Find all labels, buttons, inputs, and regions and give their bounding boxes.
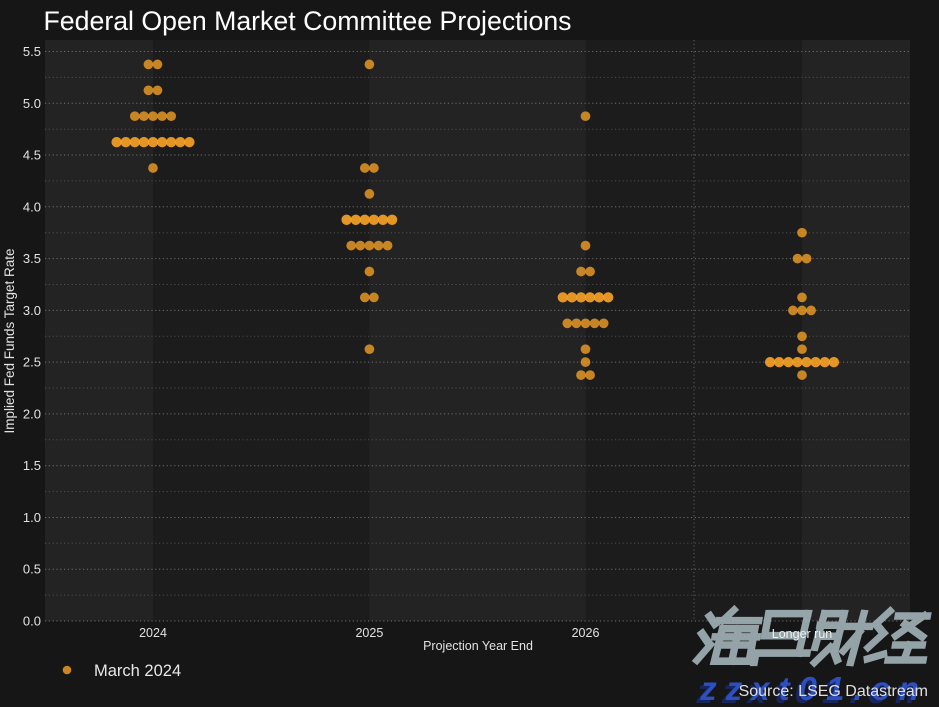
svg-text:March 2024: March 2024	[94, 662, 181, 680]
svg-text:Longer run: Longer run	[772, 627, 833, 641]
svg-text:2025: 2025	[355, 626, 383, 640]
svg-text:3.0: 3.0	[23, 303, 41, 318]
svg-text:4.0: 4.0	[23, 199, 41, 214]
svg-text:1.0: 1.0	[23, 510, 41, 525]
svg-text:Projection Year End: Projection Year End	[423, 639, 533, 653]
svg-text:4.5: 4.5	[23, 148, 41, 163]
svg-text:5.0: 5.0	[23, 96, 41, 111]
svg-text:2024: 2024	[139, 626, 167, 640]
svg-text:5.5: 5.5	[23, 44, 41, 59]
svg-text:2.5: 2.5	[23, 355, 41, 370]
svg-text:2.0: 2.0	[23, 406, 41, 421]
svg-text:3.5: 3.5	[23, 251, 41, 266]
svg-text:1.5: 1.5	[23, 458, 41, 473]
svg-text:2026: 2026	[572, 626, 600, 640]
svg-text:0.0: 0.0	[23, 614, 41, 629]
svg-text:Implied Fed Funds Target Rate: Implied Fed Funds Target Rate	[2, 248, 17, 433]
svg-text:0.5: 0.5	[23, 562, 41, 577]
svg-text:Federal Open Market Committee: Federal Open Market Committee Projection…	[44, 6, 572, 36]
